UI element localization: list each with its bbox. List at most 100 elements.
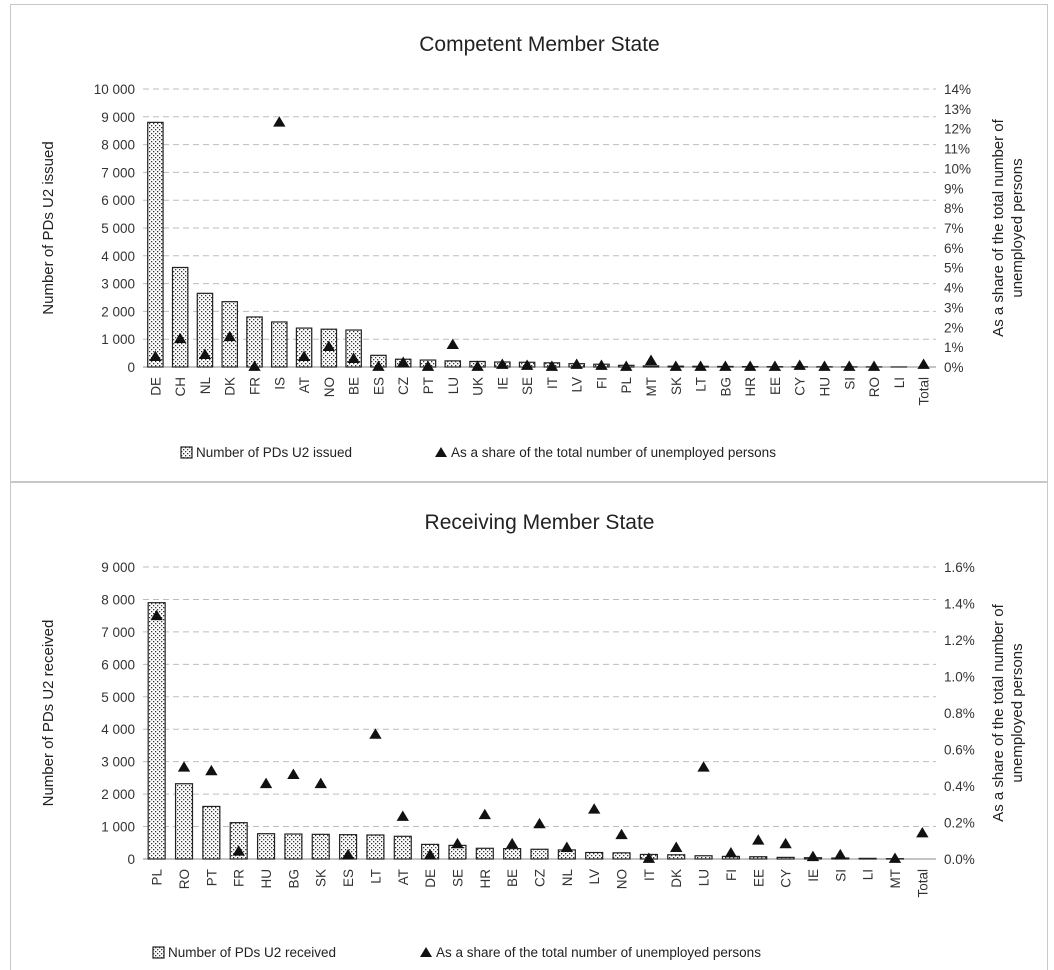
legend: Number of PDs U2 received As a share of t…: [152, 945, 761, 960]
share-marker-mt: [644, 354, 658, 365]
share-marker-mt: [888, 852, 902, 863]
x-tick-label: IE: [806, 869, 821, 882]
x-tick-label: ES: [371, 377, 386, 395]
share-marker-lv: [570, 358, 583, 369]
y2-tick-label: 1.2%: [944, 633, 975, 648]
legend-bar-swatch: [180, 446, 193, 459]
y-tick-label: 3 000: [101, 755, 135, 770]
x-tick-label: MT: [644, 377, 659, 397]
share-marker-ie: [496, 358, 509, 369]
x-tick-label: NL: [198, 377, 213, 395]
x-tick-label: PL: [150, 869, 165, 886]
legend-label: Number of PDs U2 received: [168, 945, 336, 960]
y2-axis-label: unemployed persons: [1009, 158, 1026, 297]
x-tick-label: CY: [793, 377, 808, 396]
share-marker-pt: [205, 764, 218, 776]
y-tick-label: 4 000: [101, 722, 135, 737]
share-marker-total: [917, 358, 930, 369]
bar-hu: [256, 833, 276, 860]
x-tick-label: HU: [817, 377, 832, 397]
share-marker-fr: [232, 845, 245, 856]
y2-tick-label: 10%: [944, 161, 971, 176]
y-tick-label: 0: [127, 852, 135, 867]
y-tick-label: 8 000: [101, 592, 135, 607]
share-marker-fr: [248, 360, 261, 371]
x-tick-label: FR: [232, 869, 247, 887]
x-tick-label: LT: [368, 869, 383, 884]
share-marker-pl: [150, 609, 163, 621]
x-tick-label: LV: [570, 377, 585, 393]
legend: Number of PDs U2 issued As a share of the…: [180, 445, 776, 460]
x-tick-label: DK: [669, 869, 684, 888]
bar-at: [295, 327, 313, 368]
y2-tick-label: 11%: [944, 142, 970, 157]
y2-tick-label: 0.4%: [944, 779, 975, 794]
share-marker-hu: [259, 777, 273, 789]
x-tick-label: NO: [322, 377, 337, 397]
y-tick-label: 5 000: [101, 221, 135, 236]
y-axis-label: Number of PDs U2 issued: [40, 141, 57, 314]
legend-label: Number of PDs U2 issued: [196, 445, 352, 460]
y2-tick-label: 0%: [944, 360, 964, 375]
legend-label: As a share of the total number of unempl…: [451, 445, 776, 460]
bar-pt: [202, 805, 221, 860]
x-tick-label: ES: [341, 869, 356, 887]
share-marker-nl: [198, 348, 212, 359]
y2-tick-label: 4%: [944, 281, 964, 296]
share-marker-hr: [743, 360, 757, 371]
y-tick-label: 9 000: [101, 560, 135, 575]
share-marker-it: [642, 852, 656, 863]
bar-nl: [196, 292, 214, 368]
y2-tick-label: 9%: [944, 181, 964, 196]
x-tick-label: PT: [204, 869, 219, 886]
y-tick-label: 7 000: [101, 165, 135, 180]
bar-lu: [694, 855, 713, 860]
share-marker-ro: [867, 360, 881, 371]
x-tick-label: RO: [177, 869, 192, 889]
chart-title: Competent Member State: [419, 33, 659, 56]
x-tick-label: DE: [423, 869, 438, 888]
x-tick-label: SI: [842, 377, 857, 390]
x-tick-label: LU: [446, 377, 461, 394]
share-marker-de: [423, 848, 437, 860]
x-tick-label: PL: [619, 377, 634, 394]
y2-tick-label: 3%: [944, 300, 964, 315]
y-tick-label: 6 000: [101, 657, 135, 672]
y2-tick-label: 1.6%: [944, 560, 975, 575]
chart-title: Receiving Member State: [425, 511, 655, 534]
x-tick-label: PT: [421, 377, 436, 394]
x-tick-label: CY: [779, 869, 794, 888]
legend-triangle-icon: [420, 947, 432, 957]
x-tick-label: SE: [520, 377, 535, 395]
y-tick-label: 3 000: [101, 277, 135, 292]
x-tick-label: LU: [697, 869, 712, 886]
y2-tick-label: 1%: [944, 340, 964, 355]
x-tick-label: Total: [917, 377, 932, 406]
x-tick-label: LI: [892, 377, 907, 388]
y-tick-label: 10 000: [94, 82, 135, 97]
bar-be: [503, 848, 522, 860]
x-tick-label: IE: [495, 377, 510, 390]
share-marker-cz: [533, 817, 546, 829]
x-tick-label: SK: [314, 869, 329, 887]
legend-triangle-icon: [435, 447, 447, 457]
bar-lt: [366, 834, 385, 860]
y2-tick-label: 6%: [944, 241, 964, 256]
share-marker-cy: [779, 837, 792, 849]
share-marker-si: [843, 360, 856, 371]
y2-tick-label: 8%: [944, 201, 964, 216]
share-marker-no: [615, 828, 628, 840]
chart-competent-member-state: Competent Member State 0 1 000 2 000 3 000 4 …: [40, 33, 1026, 460]
share-marker-pl: [620, 360, 633, 371]
share-marker-ie: [806, 850, 820, 862]
y-tick-label: 1 000: [101, 820, 135, 835]
share-marker-lt: [694, 360, 707, 371]
x-tick-label: NO: [615, 869, 630, 889]
share-marker-no: [322, 340, 336, 352]
x-tick-label: SK: [669, 377, 684, 395]
x-tick-label: AT: [396, 869, 411, 885]
bar-lu: [444, 360, 462, 368]
bar-pl: [147, 602, 166, 860]
x-tick-label: CZ: [533, 869, 548, 887]
y2-axis-label: As a share of the total number of: [990, 603, 1007, 821]
